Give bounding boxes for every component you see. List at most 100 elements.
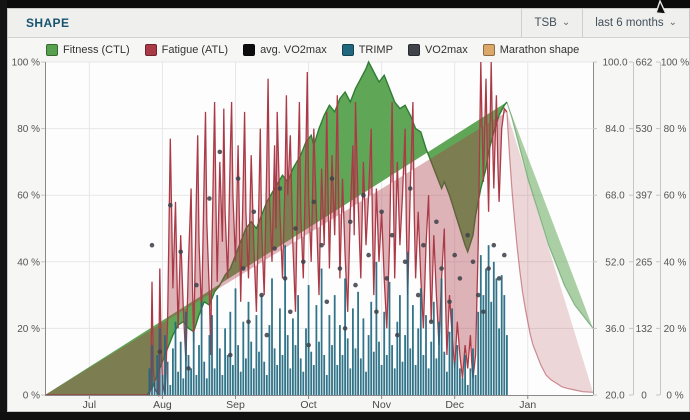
trimp-bar <box>443 351 446 395</box>
trimp-bar <box>224 328 226 395</box>
legend-item-2[interactable]: avg. VO2max <box>243 44 327 56</box>
trimp-bar <box>258 351 260 395</box>
trimp-bar <box>213 368 216 395</box>
trimp-bar <box>375 261 378 395</box>
legend-label: avg. VO2max <box>260 44 327 56</box>
vo2max-point <box>288 309 293 315</box>
trimp-bar <box>336 365 339 395</box>
legend-item-5[interactable]: Marathon shape <box>482 44 579 56</box>
trimp-bar <box>190 368 192 395</box>
trimp-bar <box>432 301 435 395</box>
vo2max-point <box>306 342 311 348</box>
legend-swatch-icon <box>144 44 157 56</box>
vo2max-point <box>324 299 330 305</box>
legend-item-4[interactable]: VO2max <box>407 44 468 56</box>
vo2max-point <box>319 242 324 248</box>
trimp-bar <box>393 368 396 395</box>
legend-swatch-icon <box>243 44 256 56</box>
vo2max-point <box>241 266 246 271</box>
vo2max-point <box>384 276 390 281</box>
vo2max-point <box>272 246 277 251</box>
trimp-bar <box>380 365 383 395</box>
trimp-bar <box>385 355 388 395</box>
trimp-bar <box>312 365 315 395</box>
trimp-bar <box>192 331 195 395</box>
vo2max-point <box>402 259 408 265</box>
trimp-bar <box>461 378 464 395</box>
series-fatigue-atl[interactable] <box>45 61 594 398</box>
trimp-bar <box>177 371 179 395</box>
vo2max-point <box>439 266 444 271</box>
legend-item-1[interactable]: Fatigue (ATL) <box>144 44 228 56</box>
time-range-dropdown[interactable]: last 6 months ⌄ <box>582 9 689 37</box>
trimp-bar <box>148 368 151 395</box>
trimp-bar <box>490 301 493 395</box>
trimp-bar <box>260 295 263 395</box>
trimp-bar <box>362 318 365 395</box>
legend-label: TRIMP <box>358 44 393 56</box>
chevron-down-icon: ⌄ <box>668 17 677 28</box>
trimp-bar <box>346 338 349 395</box>
trimp-bar <box>498 328 500 395</box>
legend-item-0[interactable]: Fitness (CTL) <box>46 44 130 56</box>
trimp-bar <box>456 345 459 395</box>
legend-swatch-icon <box>482 44 495 56</box>
trimp-bar <box>237 345 239 395</box>
trimp-bar <box>354 348 357 395</box>
trimp-bar <box>203 361 206 395</box>
vo2max-point <box>217 149 223 155</box>
vo2max-point <box>447 299 452 305</box>
trimp-bar <box>315 305 318 395</box>
trimp-bar <box>153 381 156 395</box>
legend-swatch-icon <box>46 44 58 56</box>
series-vo2max-points[interactable] <box>149 149 507 371</box>
trimp-bar <box>472 348 474 395</box>
series-trimp-bars[interactable] <box>148 245 508 396</box>
trimp-bar <box>185 311 187 396</box>
vo2max-point <box>194 282 199 288</box>
trimp-bar <box>310 351 313 395</box>
trimp-bar <box>399 295 401 395</box>
trimp-bar <box>414 365 417 395</box>
trimp-bar <box>370 301 373 395</box>
trimp-bar <box>451 308 453 395</box>
vo2max-point <box>277 186 283 191</box>
trimp-bar <box>482 295 485 395</box>
panel-title: SHAPE <box>26 16 70 30</box>
window-frame-left <box>0 0 7 420</box>
vo2max-point <box>178 249 183 255</box>
trimp-bar <box>218 348 221 395</box>
trimp-bar <box>453 361 456 395</box>
vo2max-point <box>157 349 163 355</box>
trimp-bar <box>412 305 414 395</box>
vo2max-point <box>470 259 476 265</box>
trimp-bar <box>331 345 333 395</box>
trimp-bar <box>359 358 362 395</box>
trimp-bar <box>211 315 213 395</box>
vo2max-point <box>434 219 439 225</box>
legend-item-3[interactable]: TRIMP <box>341 44 393 56</box>
trimp-bar <box>294 345 297 395</box>
tsb-metric-dropdown[interactable]: TSB ⌄ <box>521 9 582 37</box>
trimp-bar <box>367 335 370 395</box>
trimp-bar <box>372 351 375 395</box>
vo2max-point <box>149 242 155 248</box>
trimp-bar <box>495 278 498 395</box>
vo2max-point <box>421 242 426 248</box>
vo2max-point <box>228 352 233 358</box>
trimp-bar <box>417 328 420 395</box>
trimp-bar <box>422 355 425 395</box>
trimp-bar <box>477 311 480 396</box>
trimp-bar <box>388 281 391 395</box>
vo2max-point <box>264 332 270 338</box>
trimp-bar <box>255 315 258 395</box>
trimp-bar <box>485 268 487 395</box>
vo2max-point <box>389 232 395 238</box>
trimp-bar <box>430 341 433 395</box>
trimp-bar <box>425 315 427 395</box>
window-frame-top <box>0 0 690 8</box>
trimp-bar <box>406 251 409 395</box>
vo2max-point <box>415 292 421 298</box>
trimp-bar <box>221 375 224 395</box>
